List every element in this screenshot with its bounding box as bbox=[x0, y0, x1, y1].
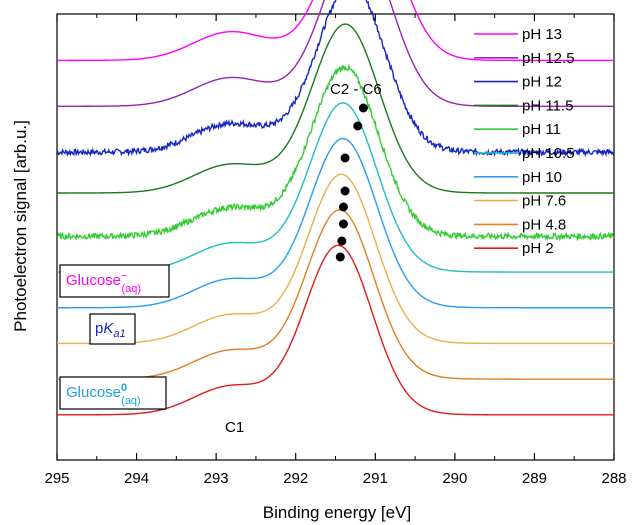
peak-marker bbox=[358, 103, 368, 113]
peak-marker bbox=[337, 236, 347, 246]
peak-marker bbox=[353, 121, 363, 131]
x-tick-label: 294 bbox=[124, 470, 149, 487]
peak-marker bbox=[340, 153, 350, 163]
x-tick-label: 288 bbox=[601, 470, 626, 487]
legend-label: pH 11.5 bbox=[522, 97, 573, 114]
series-line-pH-2 bbox=[57, 244, 614, 416]
box-sub-text: (aq) bbox=[121, 283, 141, 295]
series-line-pH-4-8 bbox=[57, 209, 614, 380]
series-line-pH-12-5 bbox=[57, 0, 614, 107]
series-line-pH-11-5 bbox=[57, 23, 614, 194]
x-axis-title: Binding energy [eV] bbox=[263, 503, 411, 522]
peak-marker bbox=[335, 252, 345, 262]
svg-text:Glucose0(aq): Glucose0 (aq) bbox=[66, 382, 141, 407]
legend-label: pH 11 bbox=[522, 121, 561, 138]
series-line-pH-13 bbox=[57, 0, 614, 62]
peak-marker bbox=[340, 186, 350, 196]
axes: 295 294 293 292 291 290 289 288 bbox=[44, 14, 627, 487]
peak-markers bbox=[335, 103, 368, 262]
x-tick-label: 293 bbox=[204, 470, 229, 487]
legend-label: pH 2 bbox=[522, 240, 554, 257]
series-layer bbox=[56, 0, 615, 416]
glucose-neutral-box: Glucose0 (aq) bbox=[59, 376, 167, 410]
x-tick-label: 290 bbox=[442, 470, 467, 487]
series-line-pH-10 bbox=[57, 137, 614, 309]
x-tick-label: 289 bbox=[522, 470, 547, 487]
glucose-anion-box: Glucose− (aq) bbox=[59, 264, 170, 298]
box-sub-text: a1 bbox=[113, 328, 125, 340]
peak-marker bbox=[338, 202, 348, 212]
series-line-pH-11 bbox=[56, 63, 615, 242]
annotations: C2 - C6 C1 bbox=[225, 81, 382, 436]
box-sup-text: 0 bbox=[121, 382, 127, 394]
x-tick-label: 292 bbox=[283, 470, 308, 487]
legend-label: pH 10 bbox=[522, 169, 562, 186]
x-tick-label: 295 bbox=[44, 470, 69, 487]
x-tick-label: 291 bbox=[363, 470, 388, 487]
legend: pH 13 pH 12.5 pH 12 pH 11.5 pH 11 pH 10.5 pH 1… bbox=[474, 26, 575, 257]
peak-label: C2 - C6 bbox=[330, 81, 382, 98]
legend-label: pH 12 bbox=[522, 74, 562, 91]
pka1-box: pKa1 bbox=[89, 313, 136, 345]
box-italic-text: K bbox=[103, 320, 114, 337]
box-sub-text: (aq) bbox=[121, 395, 141, 407]
box-main-text: Glucose bbox=[66, 272, 121, 289]
legend-label: pH 12.5 bbox=[522, 50, 575, 67]
box-sup-text: − bbox=[121, 270, 127, 282]
svg-text:pKa1: pKa1 bbox=[95, 320, 126, 340]
legend-label: pH 4.8 bbox=[522, 216, 566, 233]
box-main-text: p bbox=[95, 320, 103, 337]
svg-text:Glucose−(aq): Glucose− (aq) bbox=[66, 270, 141, 295]
series-line-pH-12 bbox=[56, 0, 615, 158]
series-line-pH-7-6 bbox=[57, 173, 614, 345]
shoulder-label: C1 bbox=[225, 419, 244, 436]
legend-label: pH 7.6 bbox=[522, 193, 566, 210]
legend-label: pH 13 bbox=[522, 26, 562, 43]
y-axis-title: Photoelectron signal [arb.u.] bbox=[11, 120, 30, 332]
legend-label: pH 10.5 bbox=[522, 145, 575, 162]
box-main-text: Glucose bbox=[66, 384, 121, 401]
peak-marker bbox=[338, 219, 348, 229]
